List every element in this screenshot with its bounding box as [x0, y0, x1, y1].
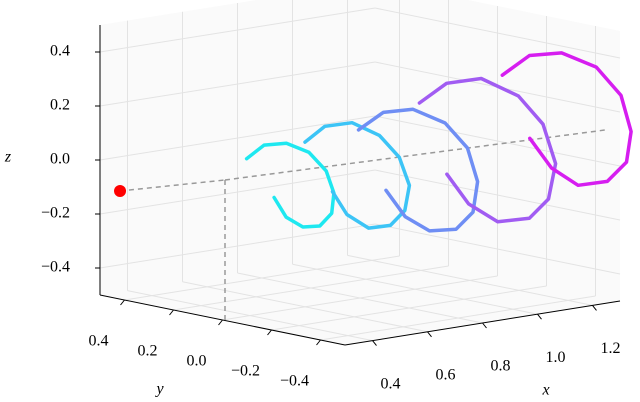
curves [114, 51, 633, 233]
start-point [114, 184, 127, 197]
x-tick-label: 0.8 [491, 358, 511, 375]
y-tick [169, 309, 174, 316]
grid-line [173, 265, 449, 311]
x-tick-label: 0.6 [436, 366, 456, 383]
y-tick-label: 0.2 [138, 343, 158, 360]
y-tick-label: −0.4 [280, 373, 309, 390]
x-tick [482, 322, 487, 329]
curve [356, 107, 480, 233]
z-tick-label: −0.2 [41, 205, 70, 222]
x-tick [372, 340, 377, 346]
z-tick-label: 0.2 [50, 97, 70, 114]
y-tick [120, 299, 125, 306]
grid-line [271, 285, 547, 331]
z-axis-title: z [4, 149, 12, 166]
y-tick [218, 319, 223, 326]
y-tick-label: −0.2 [231, 363, 260, 380]
x-tick-label: 1.2 [601, 340, 621, 357]
z-tick-label: −0.4 [41, 259, 70, 276]
x-axis-title: x [541, 382, 549, 399]
x-tick-label: 0.4 [381, 375, 401, 392]
y-tick-label: 0.4 [89, 333, 109, 350]
grid [95, 0, 621, 346]
z-tick-label: 0.4 [50, 43, 70, 60]
curve [303, 120, 412, 230]
x-tick-label: 1.0 [546, 349, 566, 366]
z-tick-label: 0.0 [50, 151, 70, 168]
grid-line [124, 255, 400, 301]
y-tick-label: 0.0 [187, 353, 207, 370]
x-tick [537, 313, 542, 320]
guides [119, 129, 606, 320]
grid-line [320, 295, 596, 341]
x-tick [592, 305, 597, 311]
y-tick [316, 339, 321, 346]
y-tick [267, 329, 272, 336]
guide-line [224, 129, 606, 181]
curve [417, 76, 558, 224]
curve [500, 51, 633, 188]
x-tick [427, 331, 432, 338]
grid-line [222, 275, 498, 321]
y-axis-title: y [154, 381, 164, 398]
